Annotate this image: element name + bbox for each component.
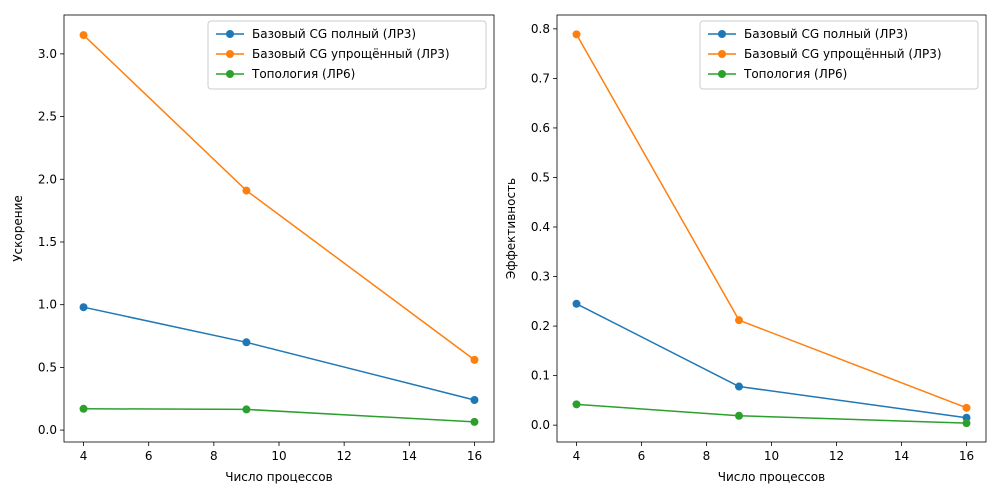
data-point [735,411,743,420]
x-tick-label: 8 [703,449,711,463]
x-tick-label: 12 [829,449,844,463]
plot-frame [556,14,987,443]
data-point [962,403,971,412]
y-tick-label: 0.4 [531,220,550,234]
legend-marker [226,50,234,58]
legend-label: Топология (ЛР6) [743,67,847,81]
y-tick-label: 0.6 [531,121,550,135]
y-tick-label: 0.0 [38,423,57,437]
legend-label: Базовый CG полный (ЛР3) [252,27,416,41]
y-tick-label: 0.2 [531,319,550,333]
legend-marker [718,30,726,38]
x-tick-label: 4 [80,449,88,463]
y-tick-label: 0.8 [531,22,550,36]
legend-marker [226,30,234,38]
x-tick-label: 10 [764,449,779,463]
x-tick-label: 4 [573,449,581,463]
data-point [79,303,88,312]
data-point [79,404,88,413]
y-tick-label: 2.0 [38,172,57,186]
legend: Базовый CG полный (ЛР3) Базовый CG упрощё… [699,20,979,90]
legend: Базовый CG полный (ЛР3) Базовый CG упрощё… [207,20,487,90]
x-tick-label: 14 [894,449,909,463]
legend-marker [226,70,234,78]
data-point [470,355,479,364]
x-axis-label: Число процессов [225,470,332,484]
y-tick-label: 0.3 [531,270,550,284]
legend-label: Базовый CG упрощённый (ЛР3) [252,47,450,61]
data-point [470,417,479,426]
legend-box [207,20,487,90]
x-tick-label: 8 [210,449,218,463]
x-tick-label: 6 [638,449,646,463]
y-tick-label: 1.5 [38,235,57,249]
chart-panel-1: 4 6 8 10 12 14 16 0.0 0.5 1.0 1.5 2.0 2.5 3.0 Число пр… [11,14,495,484]
y-tick-label: 3.0 [38,47,57,61]
data-point [572,400,581,409]
x-tick-label: 10 [271,449,286,463]
x-tick-label: 14 [402,449,417,463]
x-tick-label: 16 [959,449,974,463]
legend-label: Топология (ЛР6) [251,67,355,81]
data-point [572,299,581,308]
plot-frame [63,14,495,443]
y-tick-label: 0.1 [531,369,550,383]
legend-label: Базовый CG полный (ЛР3) [744,27,908,41]
y-tick-label: 1.0 [38,298,57,312]
data-point [242,338,251,347]
data-point [242,405,251,414]
data-point [470,395,479,404]
y-tick-label: 2.5 [38,110,57,124]
data-point [962,419,971,428]
y-tick-label: 0.7 [531,71,550,85]
y-tick-label: 0.5 [531,170,550,184]
x-axis-label: Число процессов [718,470,825,484]
data-point [79,31,88,40]
x-tick-label: 12 [337,449,352,463]
y-axis-label: Эффективность [504,178,518,279]
y-tick-label: 0.0 [531,418,550,432]
data-point [572,30,581,39]
legend-marker [718,50,726,58]
data-point [735,382,743,391]
y-axis-label: Ускорение [11,195,25,262]
legend-box [699,20,979,90]
x-tick-label: 6 [145,449,153,463]
chart-panel-2: 4 6 8 10 12 14 16 0.0 0.1 0.2 0.3 0.4 0.5 0.6 0.7 0.8 Чи… [504,14,987,484]
x-tick-label: 16 [467,449,482,463]
data-point [735,316,743,325]
y-tick-label: 0.5 [38,360,57,374]
legend-marker [718,70,726,78]
legend-label: Базовый CG упрощённый (ЛР3) [744,47,942,61]
data-point [242,186,251,195]
